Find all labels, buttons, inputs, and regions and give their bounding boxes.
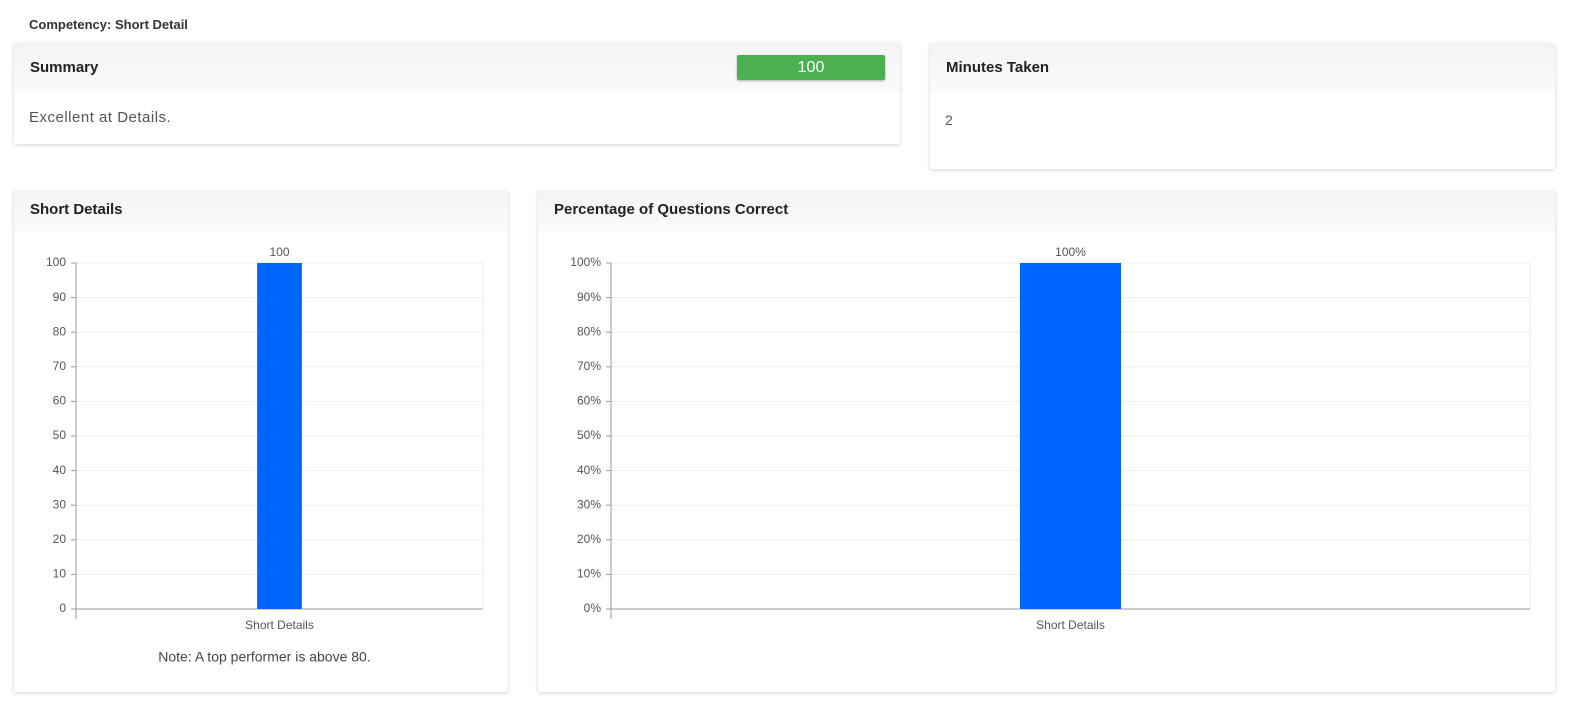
y-tick-label: 20	[53, 532, 67, 546]
y-tick-label: 70	[53, 359, 67, 373]
chart-card: Percentage of Questions Correct 0% 10% 20%…	[538, 191, 1555, 692]
y-tick-label: 100	[46, 255, 66, 269]
y-tick-label: 50	[53, 428, 67, 442]
data-label: 100	[269, 245, 289, 259]
y-tick-label: 20%	[577, 532, 601, 546]
chart: 0% 10% 20% 30% 40% 50% 60% 70% 80% 90% 100% Short D…	[570, 245, 1531, 632]
y-tick-label: 90%	[577, 290, 601, 304]
page-title: Competency: Short Detail	[29, 17, 188, 32]
minutes-card: Minutes Taken 2	[930, 43, 1555, 169]
chart-note: Note: A top performer is above 80.	[158, 649, 370, 665]
y-tick-label: 80%	[577, 324, 601, 338]
y-tick-label: 10	[53, 567, 67, 581]
y-tick-label: 90	[53, 290, 67, 304]
minutes-value: 2	[945, 112, 953, 128]
data-label: 100%	[1055, 245, 1086, 259]
y-tick-label: 40	[53, 463, 67, 477]
x-tick-label: Short Details	[245, 618, 314, 632]
y-tick-label: 10%	[577, 567, 601, 581]
bar	[1019, 263, 1122, 609]
y-tick-label: 70%	[577, 359, 601, 373]
score-badge: 100	[737, 55, 885, 80]
y-tick-label: 30%	[577, 497, 601, 511]
card-title: Short Details	[14, 191, 508, 232]
card-title: Minutes Taken	[930, 43, 1555, 93]
y-tick-label: 60%	[577, 394, 601, 408]
summary-card: Summary 100 Excellent at Details.	[14, 43, 900, 144]
y-tick-label: 0%	[584, 601, 602, 615]
y-tick-label: 80	[53, 324, 67, 338]
y-tick-label: 60	[53, 394, 67, 408]
chart: 0 10 20 30 40 50 60 70 80 90 100 Short Details 100 No…	[46, 245, 484, 665]
card-title: Percentage of Questions Correct	[538, 191, 1555, 232]
y-tick-label: 30	[53, 497, 67, 511]
y-tick-label: 40%	[577, 463, 601, 477]
chart-card: Short Details 0 10 20 30 40 50 60 70 80 90 100 Shor…	[14, 191, 508, 692]
summary-text: Excellent at Details.	[29, 109, 172, 126]
x-tick-label: Short Details	[1036, 618, 1105, 632]
y-tick-label: 0	[59, 601, 66, 615]
bar	[257, 263, 302, 609]
y-tick-label: 50%	[577, 428, 601, 442]
y-tick-label: 100%	[570, 255, 601, 269]
